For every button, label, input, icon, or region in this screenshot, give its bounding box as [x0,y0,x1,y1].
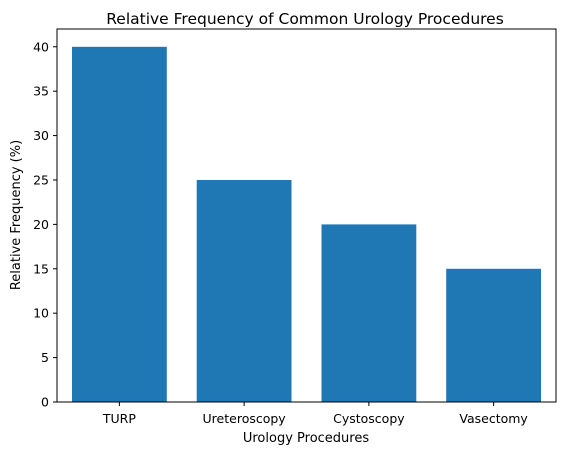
x-tick-label-vasectomy: Vasectomy [459,411,528,426]
bar-vasectomy [446,268,541,402]
y-tick-label-15: 15 [33,261,49,276]
y-tick-label-20: 20 [33,217,49,232]
y-tick-label-5: 5 [41,350,49,365]
x-tick-label-turp: TURP [102,411,136,426]
x-axis: TURP Ureteroscopy Cystoscopy Vasectomy [102,402,528,426]
y-tick-label-30: 30 [33,128,49,143]
x-tick-label-cystoscopy: Cystoscopy [333,411,405,426]
x-tick-label-ureteroscopy: Ureteroscopy [203,411,287,426]
x-axis-label: Urology Procedures [243,431,369,446]
chart-title: Relative Frequency of Common Urology Pro… [106,10,504,28]
y-axis-label: Relative Frequency (%) [9,140,24,290]
y-axis: 0 5 10 15 20 25 30 35 40 [33,39,57,410]
plot-frame [56,28,557,403]
y-tick-label-35: 35 [33,84,49,99]
y-tick-label-0: 0 [41,395,49,410]
y-tick-label-25: 25 [33,172,49,187]
bar-ureteroscopy [196,180,292,402]
bar-cystoscopy [321,224,417,402]
bars-layer [72,46,541,403]
y-tick-label-40: 40 [33,39,49,54]
bar-turp [72,46,167,403]
y-tick-label-10: 10 [33,306,49,321]
